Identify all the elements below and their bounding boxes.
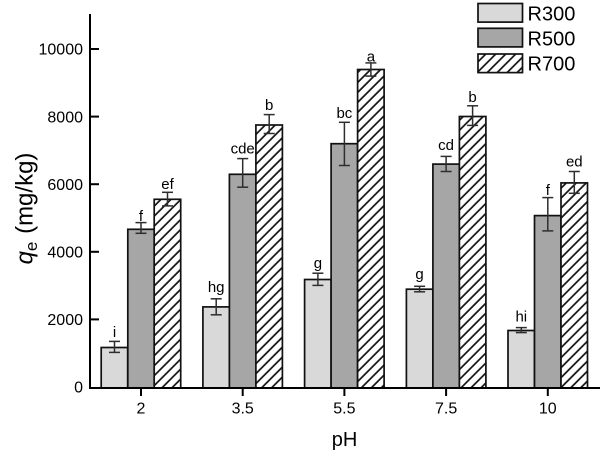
svg-text:6000: 6000 (47, 177, 83, 194)
svg-text:cd: cd (438, 137, 454, 154)
svg-text:pH: pH (332, 429, 358, 451)
svg-text:8000: 8000 (47, 109, 83, 126)
svg-text:g: g (314, 255, 322, 272)
svg-text:g: g (415, 266, 423, 283)
svg-text:5.5: 5.5 (333, 401, 355, 418)
svg-text:bc: bc (336, 105, 352, 122)
svg-text:ef: ef (161, 176, 174, 193)
svg-text:f: f (139, 208, 144, 225)
svg-text:hg: hg (208, 279, 225, 296)
svg-text:R300: R300 (528, 3, 576, 25)
svg-text:7.5: 7.5 (435, 401, 457, 418)
svg-text:2000: 2000 (47, 312, 83, 329)
svg-text:cde: cde (231, 141, 255, 158)
svg-text:10: 10 (539, 401, 557, 418)
svg-text:10000: 10000 (39, 42, 84, 59)
svg-text:hi: hi (515, 309, 527, 326)
svg-text:b: b (265, 97, 273, 114)
svg-text:b: b (468, 89, 476, 106)
svg-text:0: 0 (74, 380, 83, 397)
svg-text:f: f (546, 182, 551, 199)
svg-text:4000: 4000 (47, 245, 83, 262)
svg-text:qe (mg/kg): qe (mg/kg) (12, 153, 42, 265)
svg-text:i: i (113, 324, 116, 341)
svg-text:R700: R700 (528, 53, 576, 75)
svg-text:3.5: 3.5 (232, 401, 254, 418)
svg-text:2: 2 (137, 401, 146, 418)
svg-text:R500: R500 (528, 29, 576, 51)
svg-text:ed: ed (566, 154, 583, 171)
svg-text:a: a (367, 49, 376, 66)
